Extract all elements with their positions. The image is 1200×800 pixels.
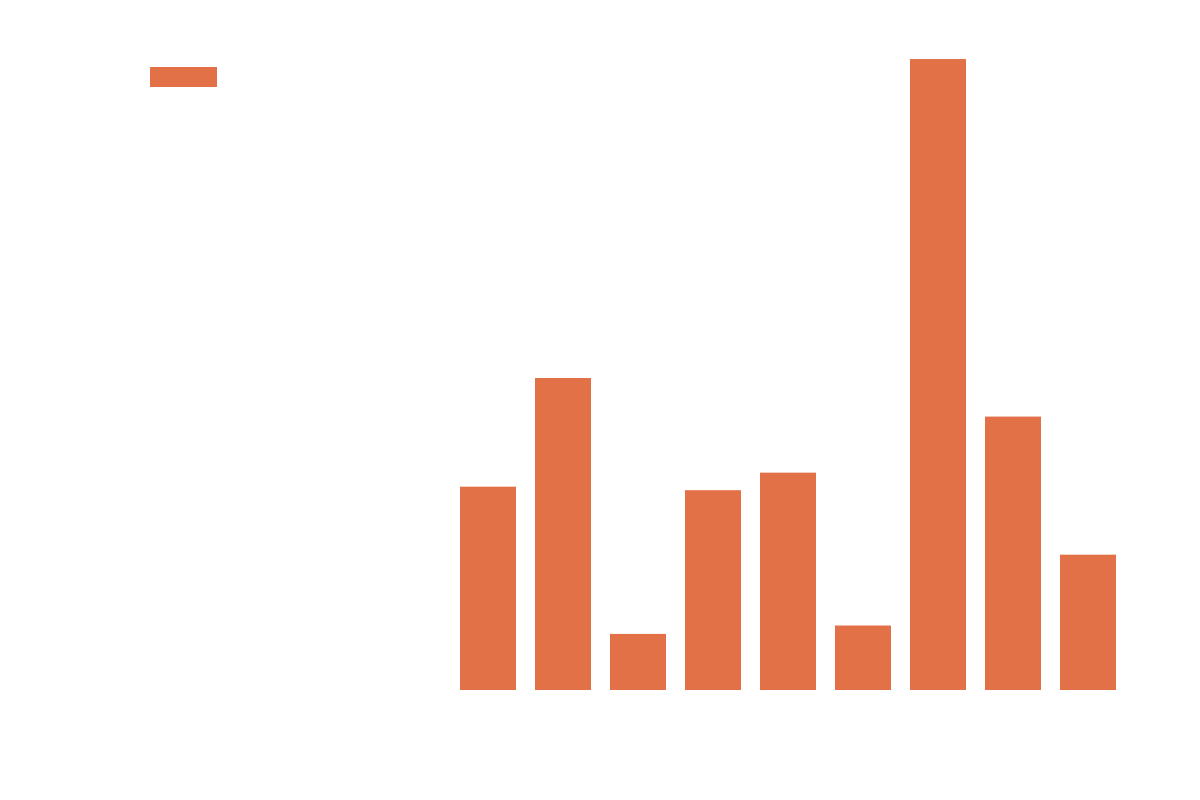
bars-group xyxy=(460,59,1116,691)
bar-2 xyxy=(535,378,591,690)
bar-7 xyxy=(910,59,966,691)
bar-8 xyxy=(985,416,1041,690)
bar-5 xyxy=(760,472,816,690)
bar-3 xyxy=(610,633,666,690)
legend-swatch xyxy=(150,67,217,87)
legend xyxy=(150,67,217,87)
bar-9 xyxy=(1060,554,1116,690)
bar-6 xyxy=(835,625,891,690)
bar-1 xyxy=(460,486,516,690)
bar-4 xyxy=(685,490,741,690)
